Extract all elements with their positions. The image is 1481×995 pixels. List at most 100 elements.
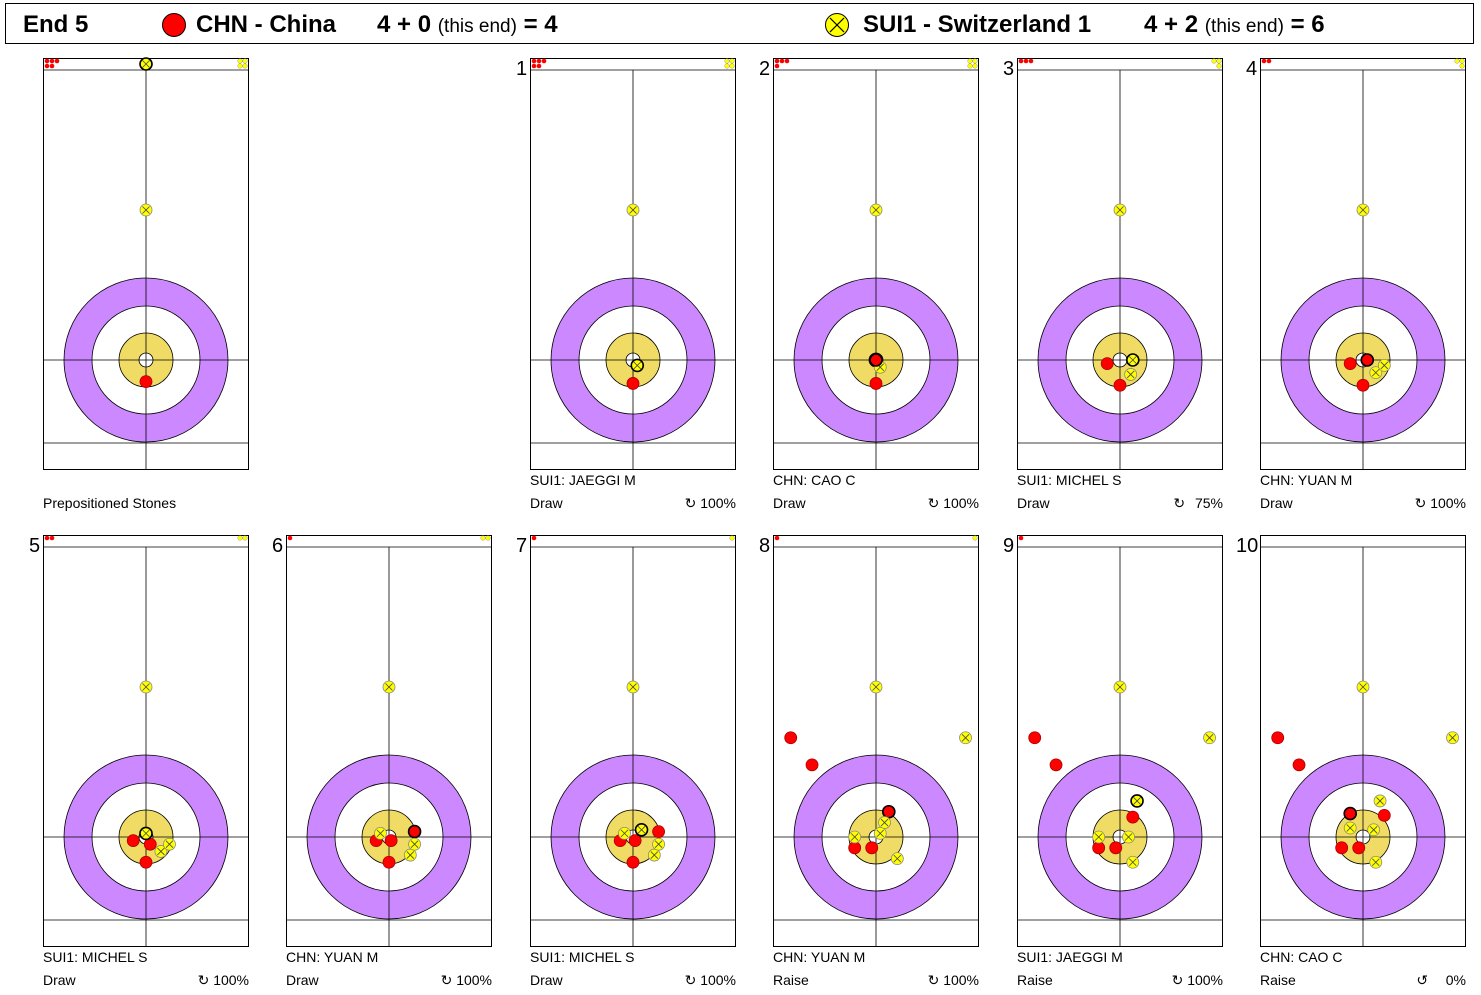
shot-panel: 1 SUI1: JAEGGI M Draw ↻ 100% (516, 58, 736, 518)
shot-panel: 7 SUI1: MICHEL S Draw ↻ 100% (516, 535, 736, 995)
shot-type: Draw (1260, 495, 1293, 511)
team1-score: 4 + 0 (this end) = 4 (377, 11, 558, 39)
shot-panel: Prepositioned Stones (43, 57, 249, 518)
red-stone (848, 841, 862, 855)
reserve-red-stone (49, 58, 55, 64)
sheet-diagram (773, 535, 979, 947)
shot-number: 3 (1003, 58, 1015, 80)
yellow-stone (139, 826, 153, 841)
red-stone (1343, 806, 1358, 821)
red-stone (1292, 758, 1306, 772)
yellow-stone (873, 826, 887, 840)
scoreboard-header: End 5 CHN - China 4 + 0 (this end) = 4 S… (5, 3, 1474, 44)
clockwise-rotation-icon: ↻ (1173, 495, 1186, 511)
yellow-stone (1092, 830, 1106, 844)
reserve-yellow-stone (242, 63, 248, 69)
red-stone (881, 804, 896, 819)
red-stone (652, 825, 665, 838)
shot-panel: 2 CHN: CAO C Draw ↻ 100% (759, 58, 979, 518)
yellow-stone (139, 203, 153, 217)
reserve-red-stone (531, 535, 537, 541)
reserve-yellow-stone (967, 58, 973, 64)
reserve-red-stone (1261, 58, 1267, 64)
reserve-yellow-stone (967, 63, 973, 69)
reserve-yellow-stone (729, 63, 735, 69)
sheet-diagram (43, 57, 249, 470)
yellow-stone (1124, 368, 1138, 381)
red-stone (1028, 731, 1042, 745)
shot-rating: ↺ 0% (1416, 972, 1466, 989)
yellow-stone (1343, 821, 1357, 835)
red-stone (1343, 357, 1357, 371)
shot-panel: 6 CHN: YUAN M Draw ↻ 100% (272, 535, 492, 995)
sheet-diagram (286, 535, 492, 947)
red-stone (628, 834, 642, 848)
sheet-diagram (1260, 535, 1466, 947)
player-name: CHN: YUAN M (1260, 472, 1353, 488)
shot-panel: 8 CHN: YUAN M Raise ↻ 100% (759, 535, 979, 995)
red-stone (139, 375, 153, 389)
red-stone (1049, 758, 1063, 772)
red-stone (1377, 808, 1391, 822)
reserve-red-stone (784, 58, 790, 64)
clockwise-rotation-icon: ↻ (927, 495, 940, 511)
team2-score: 4 + 2 (this end) = 6 (1144, 11, 1325, 39)
yellow-stone (1377, 359, 1391, 372)
shot-type: Raise (773, 972, 809, 988)
reserve-red-stone (1266, 58, 1272, 64)
reserve-yellow-stone (237, 535, 243, 541)
sheet-diagram (530, 58, 736, 470)
clockwise-rotation-icon: ↻ (684, 495, 697, 511)
clockwise-rotation-icon: ↻ (197, 972, 210, 988)
red-stone (407, 824, 422, 839)
shot-rating: ↻ 100% (685, 972, 736, 989)
red-stone (626, 855, 640, 869)
team2-total: = 6 (1290, 11, 1325, 38)
red-stone (382, 855, 396, 869)
reserve-red-stone (541, 58, 547, 64)
shot-number: 6 (272, 535, 284, 557)
player-name: CHN: YUAN M (286, 949, 379, 965)
reserve-red-stone (44, 535, 50, 541)
reserve-yellow-stone (729, 535, 735, 541)
shot-number: 2 (759, 58, 771, 80)
yellow-stone (408, 837, 421, 851)
reserve-red-stone (49, 535, 55, 541)
reserve-red-stone (774, 63, 780, 69)
team2-name: SUI1 - Switzerland 1 (863, 11, 1092, 38)
reserve-yellow-stone (972, 58, 978, 64)
shot-rating: ↻ 100% (1172, 972, 1223, 989)
red-stone (1109, 841, 1123, 855)
reserve-red-stone (54, 58, 60, 64)
end-label: End 5 (23, 11, 89, 38)
reserve-red-stone (49, 63, 55, 69)
shot-type: Draw (530, 972, 563, 988)
sheet-diagram (530, 535, 736, 947)
reserve-yellow-stone (972, 535, 978, 541)
team1-total: = 4 (523, 11, 558, 38)
shot-percent: 100% (943, 495, 979, 511)
sheet-diagram (1260, 58, 1466, 470)
reserve-yellow-stone (729, 58, 735, 64)
reserve-red-stone (1028, 58, 1034, 64)
shot-number: 4 (1246, 58, 1258, 80)
yellow-stone (626, 680, 640, 694)
reserve-red-stone (774, 58, 780, 64)
reserve-yellow-stone (1216, 58, 1222, 64)
shot-number: 9 (1003, 535, 1015, 557)
yellow-stone (890, 852, 904, 866)
yellow-stone (1126, 855, 1140, 869)
shot-number: 7 (516, 535, 528, 557)
shot-rating: ↻ 100% (441, 972, 492, 989)
reserve-yellow-stone (237, 58, 243, 64)
shot-type: Raise (1260, 972, 1296, 988)
yellow-stone (139, 57, 153, 71)
counterclockwise-rotation-icon: ↺ (1416, 972, 1429, 988)
player-name: CHN: YUAN M (773, 949, 866, 965)
yellow-stone (1113, 203, 1127, 217)
red-stone (805, 758, 819, 772)
reserve-yellow-stone (242, 535, 248, 541)
shot-rating: ↻ 100% (928, 495, 979, 512)
shot-type: Draw (286, 972, 319, 988)
reserve-yellow-stone (1454, 58, 1460, 64)
